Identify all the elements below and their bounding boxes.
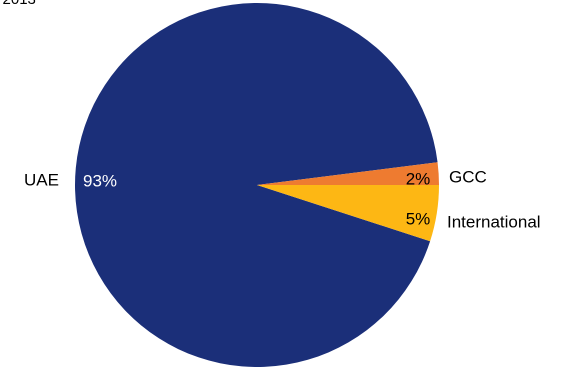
- category-label-international: International: [447, 212, 541, 231]
- category-label-gcc: GCC: [449, 167, 487, 186]
- pie-slice-uae: [75, 2, 438, 367]
- chart-title: o 2013: [0, 0, 36, 8]
- pie-slice-international: [257, 185, 439, 242]
- pie-slice-gcc: [257, 162, 439, 185]
- value-label-uae: 93%: [83, 171, 117, 190]
- value-label-gcc: 2%: [406, 169, 431, 188]
- category-label-uae: UAE: [24, 170, 59, 189]
- value-label-international: 5%: [406, 209, 431, 228]
